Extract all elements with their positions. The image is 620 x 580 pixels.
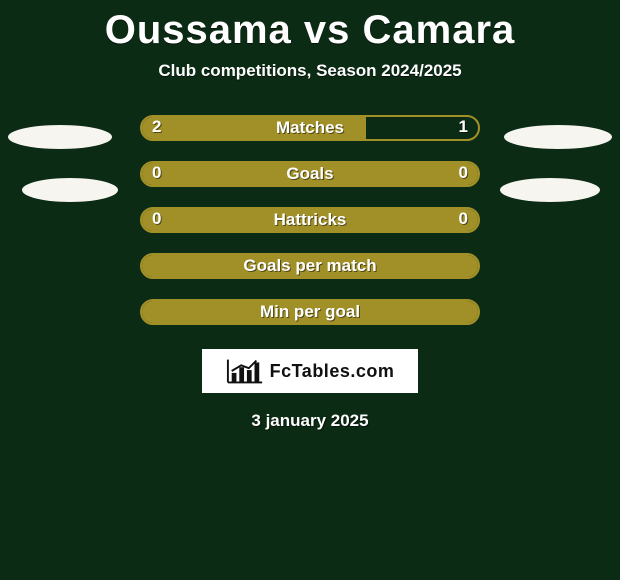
- stat-row: Min per goal: [0, 299, 620, 325]
- logo-text: FcTables.com: [270, 361, 395, 382]
- stat-bar: Min per goal: [140, 299, 480, 325]
- bar-chart-icon: [226, 357, 264, 385]
- stat-bar-left-fill: [142, 301, 478, 323]
- stat-value-left: 2: [152, 115, 161, 141]
- fctables-logo[interactable]: FcTables.com: [202, 349, 418, 393]
- stat-bar: Hattricks: [140, 207, 480, 233]
- stat-row: Goals0 0: [0, 161, 620, 187]
- stat-value-left: 0: [152, 207, 161, 233]
- stat-value-right: 1: [459, 115, 468, 141]
- stat-bar-left-fill: [142, 255, 478, 277]
- stat-bar: Goals: [140, 161, 480, 187]
- stat-bar: Goals per match: [140, 253, 480, 279]
- stat-bar-left-fill: [142, 117, 366, 139]
- page-title: Oussama vs Camara: [0, 8, 620, 53]
- stat-value-right: 0: [459, 161, 468, 187]
- date-text: 3 january 2025: [0, 411, 620, 431]
- stat-bar-left-fill: [142, 163, 478, 185]
- stat-value-right: 0: [459, 207, 468, 233]
- stat-row: Matches2 1: [0, 115, 620, 141]
- page-subtitle: Club competitions, Season 2024/2025: [0, 61, 620, 81]
- stat-row: Hattricks0 0: [0, 207, 620, 233]
- stat-bar-left-fill: [142, 209, 478, 231]
- stat-row: Goals per match: [0, 253, 620, 279]
- stat-value-left: 0: [152, 161, 161, 187]
- stat-bar: Matches: [140, 115, 480, 141]
